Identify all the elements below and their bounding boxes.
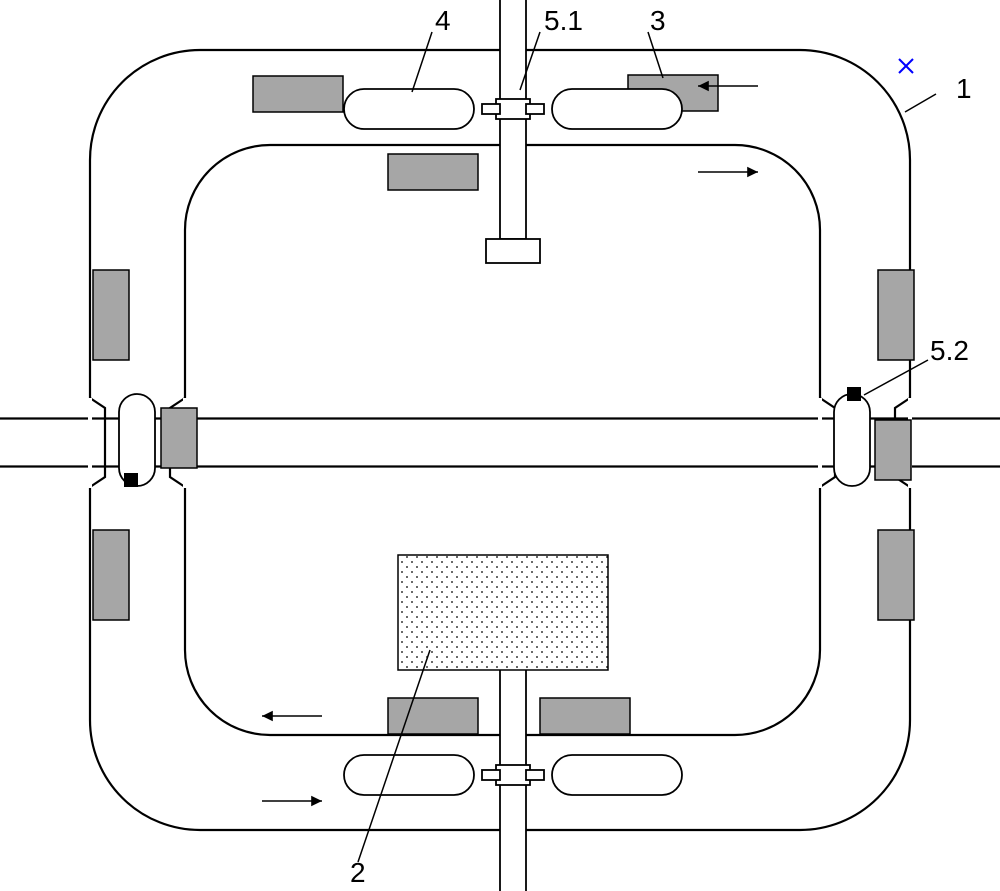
sensor-box-0 — [253, 76, 343, 112]
label-4: 4 — [435, 5, 451, 36]
mask — [88, 398, 92, 488]
sensor-box-6 — [93, 270, 129, 360]
sensor-box-10 — [540, 698, 630, 734]
label-2: 2 — [350, 857, 366, 888]
leader-5_2 — [864, 360, 928, 395]
capsule-5 — [552, 755, 682, 795]
label-5_2: 5.2 — [930, 335, 969, 366]
diagram-svg: 1 3 5.1 4 5.2 2 — [0, 0, 1000, 891]
flow-arrowhead-1 — [747, 167, 758, 177]
pulloff-right-inner — [820, 398, 835, 487]
label-5_1: 5.1 — [544, 5, 583, 36]
sensor-box-8 — [161, 408, 197, 468]
sensor-box-4 — [878, 530, 914, 620]
leader-1 — [905, 94, 936, 112]
pulloff-left-outer — [90, 398, 105, 487]
capsule-4 — [344, 755, 474, 795]
capsule-2 — [119, 394, 155, 486]
sensor-box-9 — [388, 698, 478, 734]
marker-square-1 — [124, 473, 138, 487]
capsule-3 — [834, 394, 870, 486]
sensor-box-7 — [93, 530, 129, 620]
sensor-box-2 — [388, 154, 478, 190]
leader-3 — [648, 32, 663, 78]
leader-4 — [412, 32, 432, 92]
sensor-box-5 — [875, 420, 911, 480]
capsule-1 — [552, 89, 682, 129]
label-3: 3 — [650, 5, 666, 36]
marker-square-0 — [847, 387, 861, 401]
sensor-box-3 — [878, 270, 914, 360]
clamp-0 — [482, 0, 544, 263]
label-1: 1 — [956, 73, 972, 104]
flow-arrowhead-3 — [311, 796, 322, 806]
mask — [818, 398, 822, 488]
flow-arrowhead-2 — [262, 711, 273, 721]
capsule-0 — [344, 89, 474, 129]
